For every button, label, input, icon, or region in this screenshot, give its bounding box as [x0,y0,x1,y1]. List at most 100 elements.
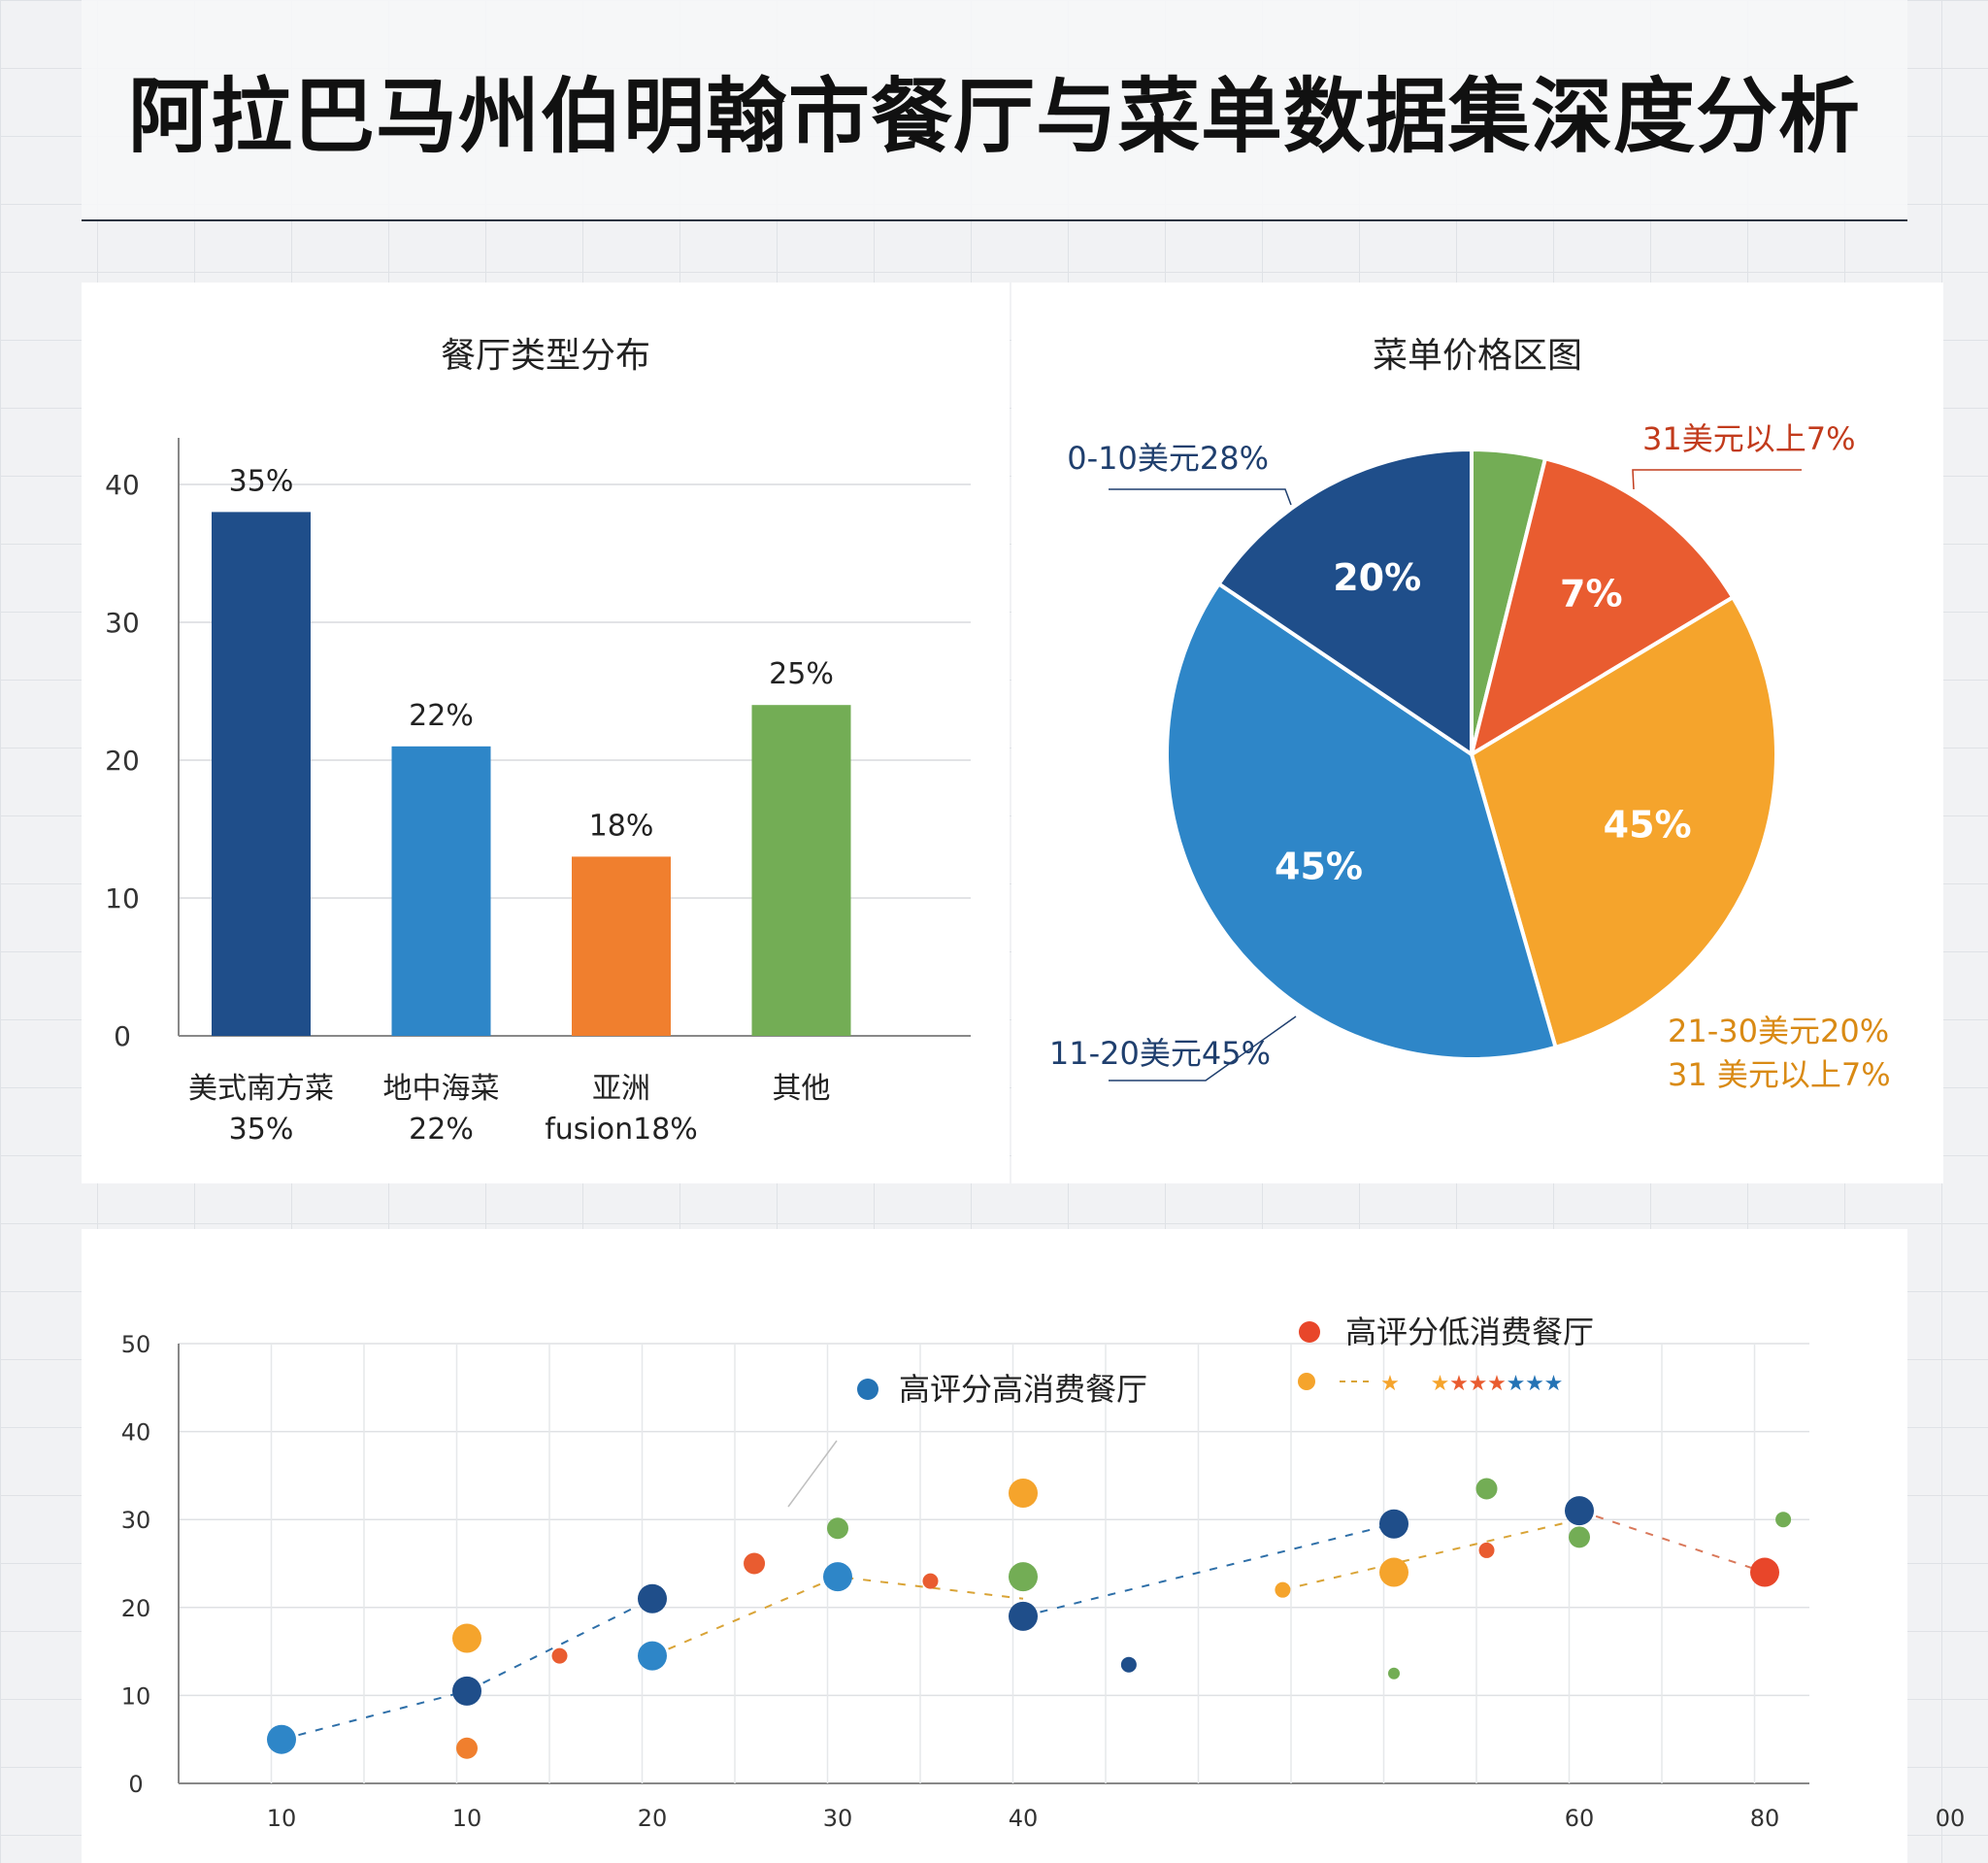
scatter-point [1478,1542,1495,1558]
scatter-point [267,1724,296,1754]
pie-slice [1215,447,1474,758]
scatter-x-tick-label: 30 [823,1805,853,1832]
pie-callout-leader [1632,469,1802,490]
scatter-chart: 0 10 20 30 40 50 10 10 20 30 40 60 80 00 高评分高消费餐厅 高评分低消… [121,1314,1966,1832]
bar-value-label: 35% [229,464,294,498]
bar-category-label: 地中海菜 [383,1072,500,1106]
scatter-point [452,1623,481,1653]
scatter-trend-line [1578,1510,1766,1574]
scatter-y-tick-label: 50 [121,1331,151,1358]
pie-slice-label: 7% [1560,572,1623,615]
scatter-legend-leader [787,1440,838,1508]
scatter-legend-star-icon: ★ [1449,1372,1469,1396]
bar-y-tick-label: 10 [105,882,140,915]
scatter-legend-star-icon: ★ [1487,1372,1507,1396]
scatter-x-tick-label: 10 [452,1805,482,1832]
pie-slice-label: 45% [1275,845,1363,887]
pie-chart: 7% 45% 45% 20% 0-10美元28% 31美元以上7% 21-30美元20% 31… [1049,420,1891,1093]
scatter-legend-star-icon: ★ [1507,1372,1526,1396]
scatter-point [452,1676,481,1706]
scatter-point [1475,1478,1498,1500]
scatter-point [638,1641,667,1671]
bar [212,512,311,1036]
scatter-chart-panel: 0 10 20 30 40 50 10 10 20 30 40 60 80 00 高评分高消费餐厅 高评分低消… [82,1229,1966,1863]
pie-slice-label: 20% [1333,556,1421,599]
scatter-y-tick-label: 40 [121,1419,151,1447]
scatter-point [827,1517,848,1540]
scatter-y-tick-label: 10 [121,1682,151,1710]
scatter-x-tick-label: 40 [1009,1805,1039,1832]
pie-slice [1165,581,1559,1061]
pie-callout-leader [1109,1015,1297,1081]
scatter-point [823,1562,852,1592]
bar-value-label: 25% [769,657,834,691]
scatter-trend-line [1282,1518,1580,1591]
scatter-legend-star-icon: ★ [1431,1372,1450,1396]
scatter-point [1009,1479,1038,1509]
scatter-x-tick-label: 10 [267,1805,297,1832]
scatter-trend-line [281,1597,653,1741]
bar [391,746,491,1036]
bar [572,856,671,1036]
scatter-point [1379,1557,1408,1587]
scatter-point [1275,1581,1291,1598]
scatter-x-tick-label: 60 [1565,1805,1595,1832]
scatter-point [1775,1512,1792,1528]
bar-chart-panel: 餐厅类型分布 0 10 20 30 40 35% 美式南方菜 35% 22% 地中海菜 22% 18%… [82,283,1010,1183]
pie-callout-label: 11-20美元45% [1049,1035,1271,1072]
bar-category-label: fusion18% [545,1113,698,1147]
pie-callout-label: 21-30美元20% [1668,1013,1889,1049]
scatter-point [1388,1667,1400,1680]
scatter-point [744,1552,766,1575]
scatter-point [1750,1557,1779,1587]
scatter-legend-star-icon: ★ [1544,1372,1564,1396]
bar-category-label: 亚洲 [592,1072,650,1106]
scatter-legend-marker [1298,1373,1315,1390]
bar-category-label: 35% [229,1113,294,1147]
pie-chart-title: 菜单价格区图 [1372,336,1582,376]
scatter-point [1569,1526,1590,1548]
scatter-point [456,1737,478,1759]
bar-value-label: 22% [409,699,474,733]
pie-callout-label: 0-10美元28% [1067,440,1269,477]
pie-callout-label: 31 美元以上7% [1668,1056,1891,1093]
pie-slice-label: 45% [1604,803,1692,846]
bar-category-label: 其他 [773,1072,831,1106]
bar-category-label: 22% [409,1113,474,1147]
scatter-x-tick-label: 80 [1750,1805,1780,1832]
scatter-x-tick-label: 20 [638,1805,668,1832]
scatter-point [922,1573,939,1589]
bar-category-label: 美式南方菜 [188,1072,334,1106]
scatter-point [1120,1656,1137,1673]
scatter-point [551,1647,568,1664]
scatter-point [1379,1509,1408,1539]
scatter-legend-star-icon: ★ [1380,1372,1400,1396]
scatter-point [1009,1601,1038,1631]
scatter-point [1565,1496,1594,1526]
scatter-legend-star-icon: ★ [1525,1372,1544,1396]
bar-chart: 0 10 20 30 40 35% 美式南方菜 35% 22% 地中海菜 22% 18% 亚洲 fusio… [105,438,971,1147]
scatter-legend-label: 高评分高消费餐厅 [899,1371,1147,1408]
scatter-x-tick-label: 00 [1936,1805,1966,1832]
scatter-y-tick-label: 30 [121,1507,151,1534]
scatter-point [638,1583,667,1613]
bar-y-tick-label: 40 [105,469,140,501]
scatter-legend-star-icon: ★ [1469,1372,1488,1396]
page-title: 阿拉巴马州伯明翰市餐厅与菜单数据集深度分析 [127,68,1861,164]
bar [751,705,851,1036]
bar-y-tick-label: 0 [114,1020,131,1052]
bar-y-tick-label: 20 [105,745,140,777]
scatter-legend-marker [857,1379,878,1400]
scatter-trend-line [1022,1522,1395,1617]
bar-chart-title: 餐厅类型分布 [440,336,650,376]
scatter-point [1009,1562,1038,1592]
pie-callout-leader [1109,488,1292,506]
scatter-y-tick-label: 20 [121,1595,151,1622]
scatter-legend-label: 高评分低消费餐厅 [1345,1314,1594,1350]
scatter-y-tick-label: 0 [128,1771,143,1798]
bar-y-tick-label: 30 [105,607,140,639]
pie-callout-label: 31美元以上7% [1642,420,1856,457]
pie-slice [1468,455,1736,759]
title-bar: 阿拉巴马州伯明翰市餐厅与菜单数据集深度分析 [82,0,1907,221]
scatter-legend-marker [1299,1321,1320,1343]
